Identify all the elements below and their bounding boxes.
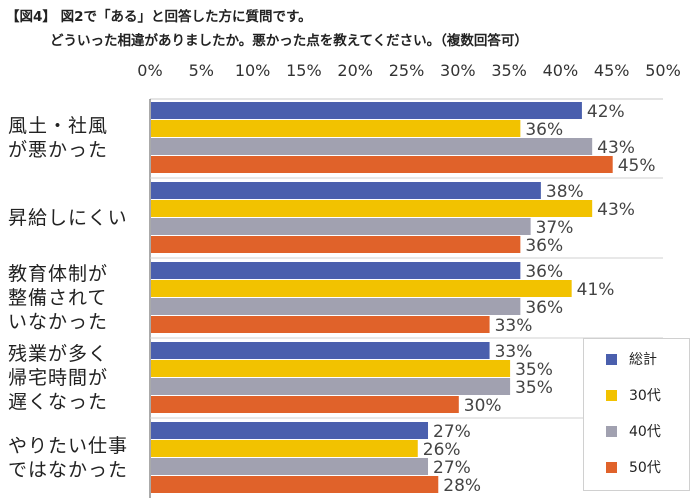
bar bbox=[151, 298, 521, 315]
x-tick-label: 50% bbox=[645, 61, 681, 80]
category-label: やりたい仕事 ではなかった bbox=[8, 434, 148, 482]
category-label-line: 教育体制が bbox=[8, 263, 109, 285]
category-label-line: 風土・社風 bbox=[8, 115, 109, 137]
legend-label: 40代 bbox=[629, 424, 661, 440]
category-label: 残業が多く 帰宅時間が 遅くなった bbox=[8, 342, 148, 414]
legend-swatch bbox=[606, 425, 617, 437]
chart-title-line-2: どういった相違がありましたか。悪かった点を教えてください。（複数回答可） bbox=[50, 33, 528, 49]
x-tick-label: 25% bbox=[389, 61, 425, 80]
bar bbox=[151, 440, 418, 457]
bar-value-label: 43% bbox=[597, 138, 635, 158]
bar bbox=[151, 458, 429, 475]
legend-label: 総計 bbox=[629, 352, 657, 368]
x-tick-label: 40% bbox=[543, 61, 579, 80]
x-tick-label: 30% bbox=[440, 61, 476, 80]
category-label-line: いなかった bbox=[8, 311, 109, 333]
category-label-line: 遅くなった bbox=[8, 391, 109, 413]
category-label-line: 残業が多く bbox=[8, 343, 109, 365]
category-label: 教育体制が 整備されて いなかった bbox=[8, 262, 148, 334]
bar bbox=[151, 156, 613, 173]
bar bbox=[151, 360, 511, 377]
bar-value-label: 28% bbox=[443, 476, 481, 496]
x-tick-label: 20% bbox=[337, 61, 373, 80]
legend-item: 30代 bbox=[606, 385, 661, 405]
x-tick-label: 15% bbox=[286, 61, 322, 80]
bar-value-label: 36% bbox=[525, 120, 563, 140]
bar bbox=[151, 378, 511, 395]
category-label: 昇給しにくい bbox=[8, 206, 148, 230]
bar bbox=[151, 342, 490, 359]
x-tick-label: 5% bbox=[189, 61, 214, 80]
bar-value-label: 35% bbox=[515, 360, 553, 380]
bar-value-label: 27% bbox=[433, 422, 471, 442]
category-label: 風土・社風 が悪かった bbox=[8, 114, 148, 162]
bar bbox=[151, 182, 541, 199]
bar bbox=[151, 120, 521, 137]
bar bbox=[151, 200, 593, 217]
bar bbox=[151, 262, 521, 279]
legend-swatch bbox=[606, 389, 617, 401]
bar bbox=[151, 280, 572, 297]
bar-value-label: 30% bbox=[464, 396, 502, 416]
bar-value-label: 33% bbox=[495, 342, 533, 362]
bar bbox=[151, 236, 521, 253]
bar-value-label: 36% bbox=[525, 236, 563, 256]
bar-value-label: 36% bbox=[525, 298, 563, 318]
bar-value-label: 38% bbox=[546, 182, 584, 202]
legend-label: 30代 bbox=[629, 388, 661, 404]
bar-value-label: 37% bbox=[536, 218, 574, 238]
category-label-line: が悪かった bbox=[8, 139, 109, 161]
bar bbox=[151, 316, 490, 333]
bar-value-label: 43% bbox=[597, 200, 635, 220]
legend-swatch bbox=[606, 353, 617, 365]
bar bbox=[151, 102, 582, 119]
bar bbox=[151, 422, 429, 439]
x-tick-label: 35% bbox=[491, 61, 527, 80]
bar bbox=[151, 138, 593, 155]
category-label-line: やりたい仕事 bbox=[8, 435, 129, 457]
bar bbox=[151, 476, 439, 493]
bar-value-label: 45% bbox=[618, 156, 656, 176]
bar bbox=[151, 218, 531, 235]
category-label-line: ではなかった bbox=[8, 459, 129, 481]
bar-value-label: 36% bbox=[525, 262, 563, 282]
bar-value-label: 41% bbox=[577, 280, 615, 300]
legend: 総計 30代 40代 50代 bbox=[583, 338, 690, 491]
chart-title-line-1: 【図4】 図2で「ある」と回答した方に質問です。 bbox=[6, 9, 312, 25]
x-tick-label: 0% bbox=[137, 61, 162, 80]
bar-value-label: 33% bbox=[495, 316, 533, 336]
bar-value-label: 35% bbox=[515, 378, 553, 398]
category-label-line: 昇給しにくい bbox=[8, 207, 128, 229]
x-tick-label: 10% bbox=[235, 61, 271, 80]
category-label-line: 帰宅時間が bbox=[8, 367, 109, 389]
legend-label: 50代 bbox=[629, 460, 661, 476]
category-label-line: 整備されて bbox=[8, 287, 108, 309]
bar-value-label: 42% bbox=[587, 102, 625, 122]
bar-value-label: 27% bbox=[433, 458, 471, 478]
legend-swatch bbox=[606, 461, 617, 473]
x-tick-label: 45% bbox=[594, 61, 630, 80]
legend-item: 40代 bbox=[606, 421, 661, 441]
bar bbox=[151, 396, 459, 413]
legend-item: 総計 bbox=[606, 349, 657, 369]
legend-item: 50代 bbox=[606, 457, 661, 477]
bar-value-label: 26% bbox=[423, 440, 461, 460]
